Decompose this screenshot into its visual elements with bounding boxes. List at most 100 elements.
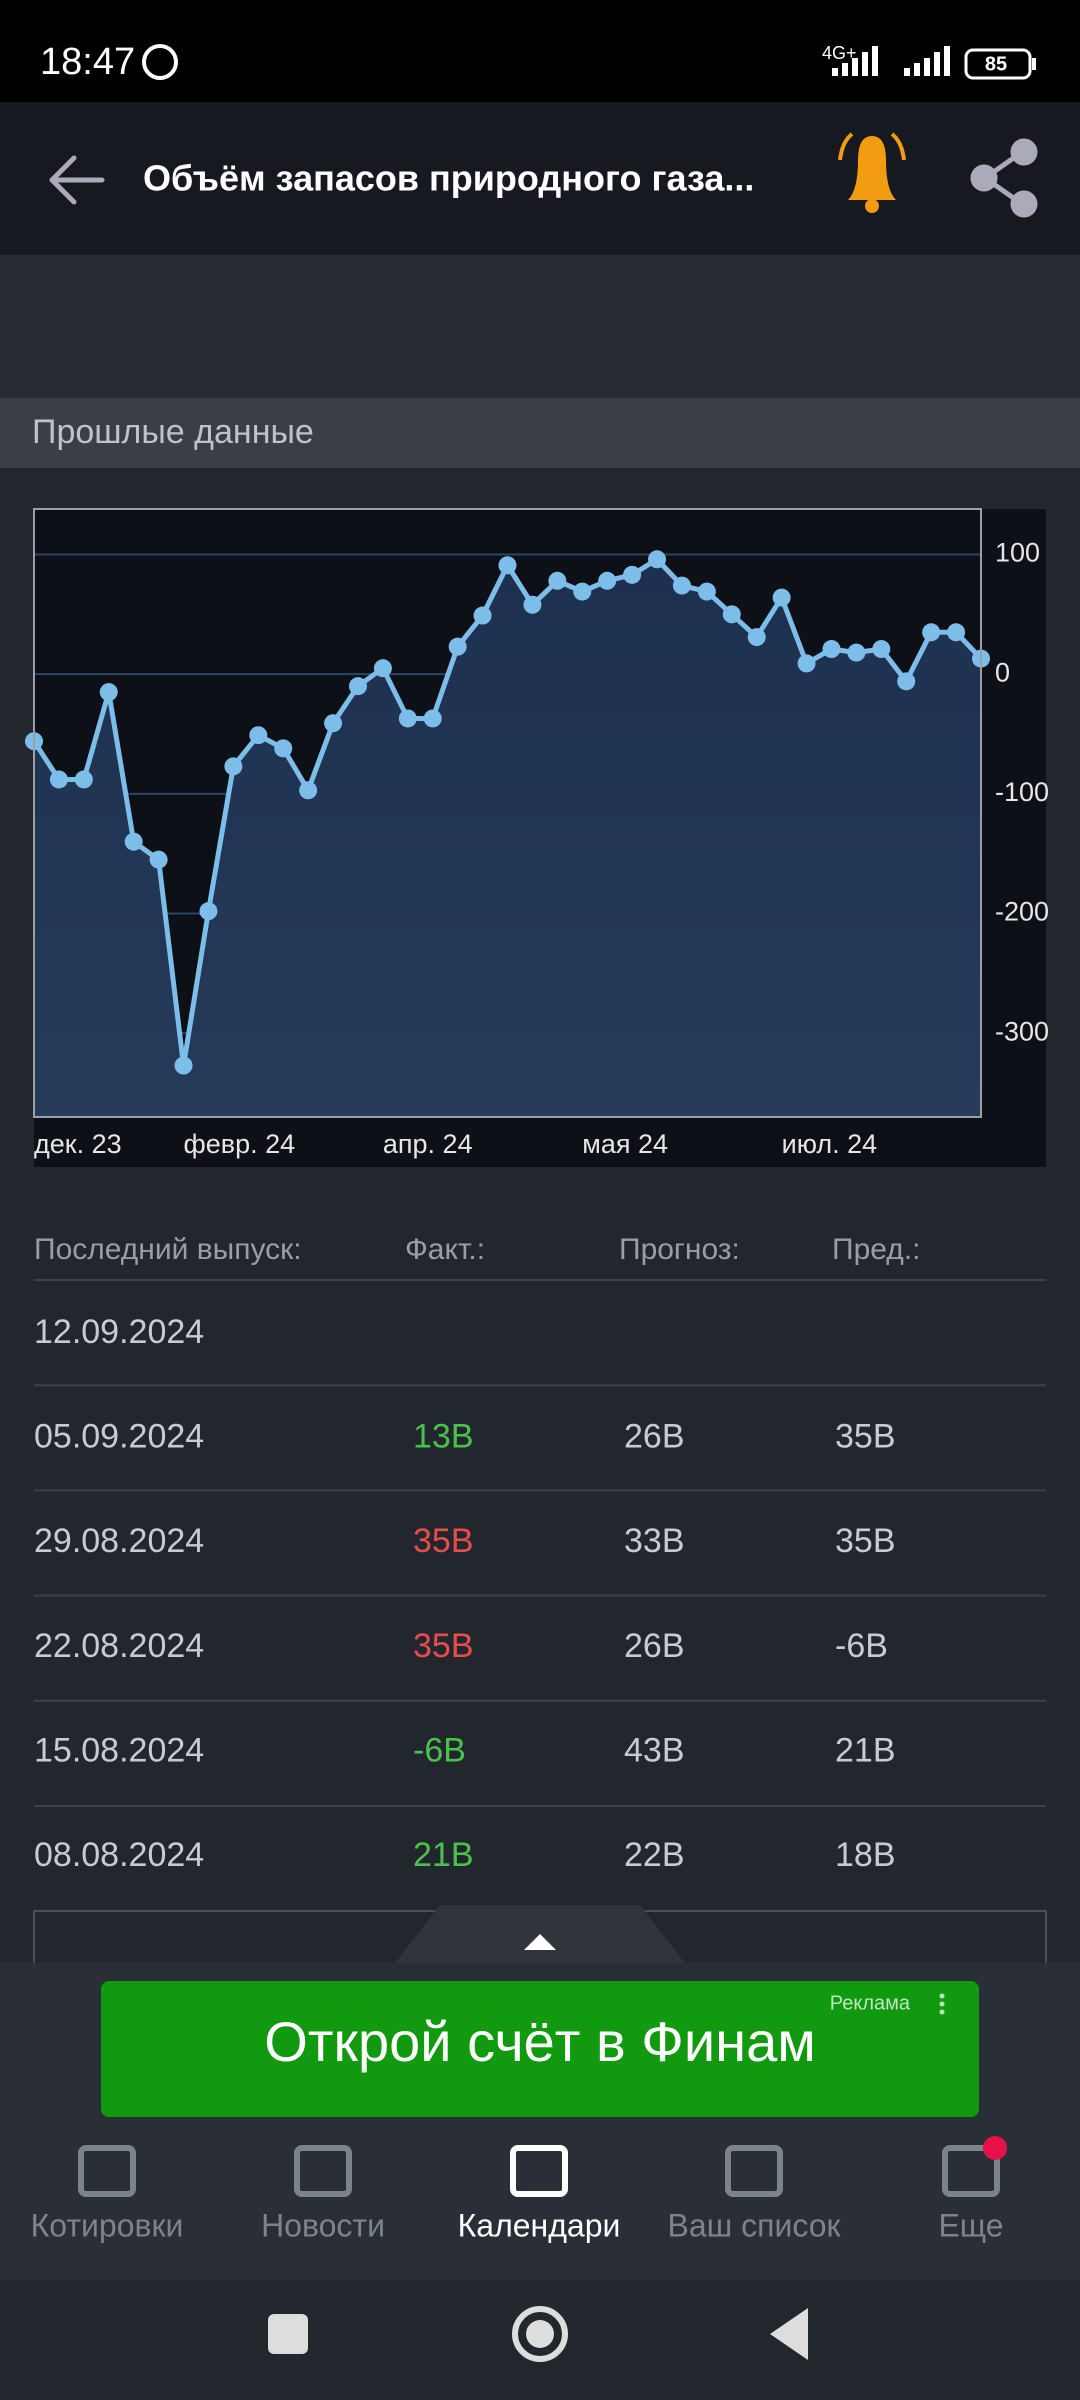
data-point	[348, 677, 367, 696]
table-cell: 43B	[624, 1731, 685, 1769]
expand-arrow	[524, 1934, 556, 1950]
data-point	[423, 709, 442, 728]
x-tick-label: июл. 24	[782, 1129, 878, 1159]
data-point	[249, 726, 268, 745]
data-point	[872, 640, 891, 659]
data-point	[324, 714, 343, 733]
data-point	[922, 623, 941, 642]
data-point	[498, 556, 517, 575]
data-point	[822, 640, 841, 659]
data-point	[49, 770, 68, 789]
data-point	[299, 781, 318, 800]
table-cell: 22.08.2024	[34, 1627, 204, 1665]
section-header	[0, 398, 1080, 468]
y-tick-label: -100	[995, 777, 1049, 807]
column-header: Факт.:	[405, 1233, 485, 1266]
chart: 100 0 -100 -200 -300 дек. 23 февр. 24 апр. 24 ма…	[25, 508, 1049, 1167]
data-point	[797, 654, 816, 673]
data-point	[697, 582, 716, 601]
data-point	[548, 571, 567, 590]
data-point	[99, 683, 118, 702]
y-tick-label: -200	[995, 897, 1049, 927]
nav-label: Еще	[938, 2207, 1003, 2243]
data-point	[149, 850, 168, 869]
data-point	[174, 1056, 193, 1075]
share-button[interactable]	[970, 138, 1038, 218]
x-tick-label: дек. 23	[34, 1129, 122, 1159]
nav-item[interactable]: Котировки	[31, 2145, 184, 2243]
table-cell: 35B	[413, 1522, 474, 1560]
table-cell: 33B	[624, 1522, 685, 1560]
spacer	[0, 255, 1080, 398]
table-cell: 08.08.2024	[34, 1836, 204, 1874]
alert-button[interactable]	[838, 132, 906, 213]
bottom-nav	[0, 2134, 1080, 2280]
battery-tip	[1032, 58, 1036, 70]
data-point	[274, 739, 293, 758]
x-tick-label: мая 24	[582, 1129, 668, 1159]
nav-item[interactable]: Календари	[458, 2145, 621, 2243]
column-header: Последний выпуск:	[34, 1233, 302, 1266]
ad-menu[interactable]	[939, 1993, 945, 2015]
data-point	[124, 832, 143, 851]
recents-button[interactable]	[268, 2314, 308, 2354]
app-bar	[0, 102, 1080, 255]
x-tick-label: апр. 24	[383, 1129, 473, 1159]
page-title: Объём запасов природного газа...	[143, 158, 754, 199]
x-tick-label: февр. 24	[184, 1129, 296, 1159]
y-tick-label: -300	[995, 1016, 1049, 1046]
y-tick-label: 100	[995, 538, 1040, 568]
clock: 18:47	[40, 41, 135, 83]
nav-icon	[942, 2145, 1000, 2197]
table-cell: -6B	[413, 1731, 466, 1769]
table-cell: 18B	[835, 1836, 896, 1874]
data-point	[398, 709, 417, 728]
table-cell: 05.09.2024	[34, 1418, 204, 1456]
area	[34, 559, 981, 1117]
signal-icon	[832, 46, 950, 76]
nav-label: Котировки	[31, 2207, 184, 2243]
nav-icon	[725, 2145, 783, 2197]
nav-items: Котировки Новости Календари Ваш список Еще	[31, 2145, 1004, 2243]
data-point	[772, 588, 791, 607]
data-point	[523, 595, 542, 614]
data-point	[623, 565, 642, 584]
table-cell: 21B	[835, 1731, 896, 1769]
data-point	[224, 757, 243, 776]
table-cell: 12.09.2024	[34, 1313, 204, 1351]
data-point	[473, 606, 492, 625]
data-point	[373, 659, 392, 678]
table-cell: 35B	[835, 1418, 896, 1456]
data-point	[722, 605, 741, 624]
nav-icon	[78, 2145, 136, 2197]
data-point	[74, 770, 93, 789]
table-cell: 15.08.2024	[34, 1731, 204, 1769]
back-nav-button[interactable]	[770, 2308, 808, 2360]
table-cell: 13B	[413, 1418, 474, 1456]
nav-item[interactable]: Новости	[261, 2145, 385, 2243]
table-cell: 21B	[413, 1836, 474, 1874]
data-point	[573, 582, 592, 601]
table-cell: -6B	[835, 1627, 888, 1665]
ad-banner[interactable]	[101, 1981, 979, 2117]
home-button-dot	[526, 2320, 554, 2348]
nav-label: Ваш список	[667, 2207, 841, 2243]
nav-item[interactable]: Еще	[938, 2145, 1004, 2243]
network-type: 4G+	[822, 43, 857, 63]
nav-item[interactable]: Ваш список	[667, 2145, 842, 2243]
data-point	[648, 550, 667, 569]
table-cell: 35B	[413, 1627, 474, 1665]
data-point	[598, 571, 617, 590]
back-button[interactable]	[49, 155, 105, 205]
table-cell: 29.08.2024	[34, 1522, 204, 1560]
section-title: Прошлые данные	[32, 413, 314, 451]
home-button[interactable]	[512, 2306, 568, 2362]
column-header: Пред.:	[832, 1233, 920, 1266]
notification-badge	[983, 2136, 1007, 2160]
table-cell: 26B	[624, 1418, 685, 1456]
ad-label: Реклама	[830, 1992, 911, 2014]
data-point	[199, 902, 218, 921]
table-cell: 26B	[624, 1627, 685, 1665]
nav-icon	[294, 2145, 352, 2197]
data-point	[448, 637, 467, 656]
